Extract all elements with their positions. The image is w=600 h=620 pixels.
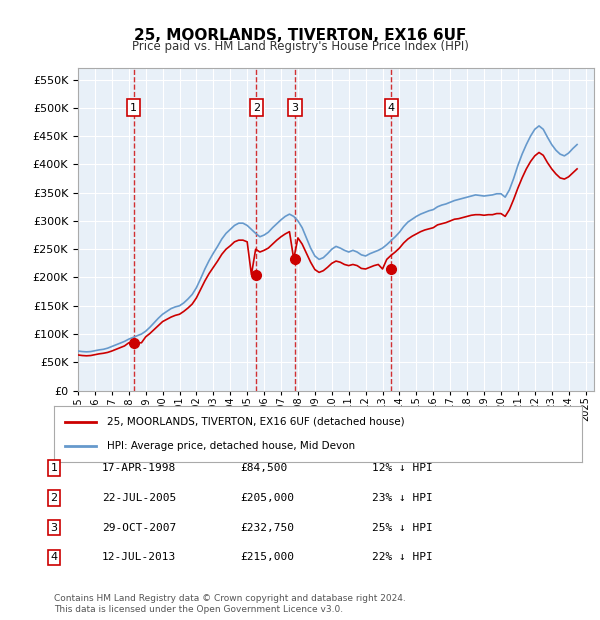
Text: 25, MOORLANDS, TIVERTON, EX16 6UF (detached house): 25, MOORLANDS, TIVERTON, EX16 6UF (detac… [107,417,404,427]
Text: £215,000: £215,000 [240,552,294,562]
Text: 22-JUL-2005: 22-JUL-2005 [102,493,176,503]
Text: 3: 3 [50,523,58,533]
Text: 12-JUL-2013: 12-JUL-2013 [102,552,176,562]
Text: 22% ↓ HPI: 22% ↓ HPI [372,552,433,562]
Text: £84,500: £84,500 [240,463,287,473]
Text: 3: 3 [292,103,299,113]
Text: 23% ↓ HPI: 23% ↓ HPI [372,493,433,503]
Text: 4: 4 [50,552,58,562]
Text: 4: 4 [388,103,395,113]
Text: £205,000: £205,000 [240,493,294,503]
Text: 17-APR-1998: 17-APR-1998 [102,463,176,473]
Text: £232,750: £232,750 [240,523,294,533]
Text: 2: 2 [50,493,58,503]
Text: 29-OCT-2007: 29-OCT-2007 [102,523,176,533]
Text: 25% ↓ HPI: 25% ↓ HPI [372,523,433,533]
Text: HPI: Average price, detached house, Mid Devon: HPI: Average price, detached house, Mid … [107,441,355,451]
Text: 25, MOORLANDS, TIVERTON, EX16 6UF: 25, MOORLANDS, TIVERTON, EX16 6UF [134,28,466,43]
Text: 1: 1 [50,463,58,473]
Text: Price paid vs. HM Land Registry's House Price Index (HPI): Price paid vs. HM Land Registry's House … [131,40,469,53]
Text: 2: 2 [253,103,260,113]
Text: 12% ↓ HPI: 12% ↓ HPI [372,463,433,473]
Text: Contains HM Land Registry data © Crown copyright and database right 2024.
This d: Contains HM Land Registry data © Crown c… [54,595,406,614]
Text: 1: 1 [130,103,137,113]
